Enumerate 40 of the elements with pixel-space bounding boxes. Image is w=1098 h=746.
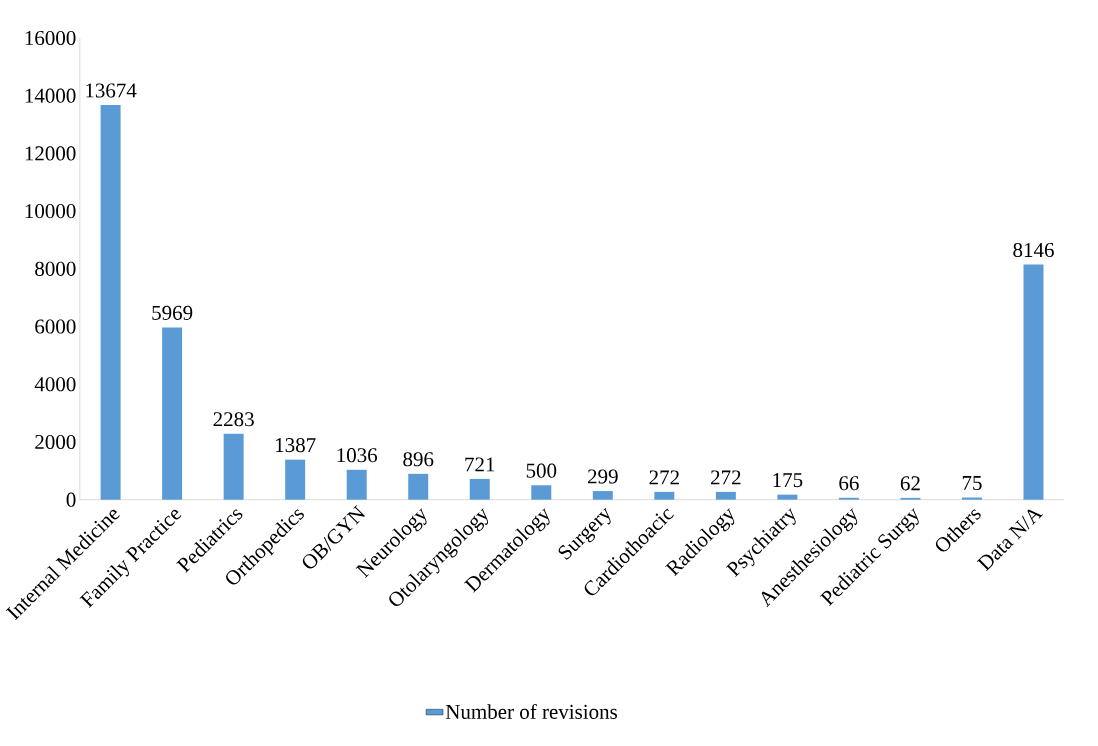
- bar: [162, 327, 183, 500]
- data-label: 272: [711, 470, 741, 485]
- data-label: 13674: [86, 83, 137, 98]
- bar: [285, 459, 306, 500]
- bar: [408, 474, 429, 500]
- y-tick-label: 6000: [35, 319, 76, 334]
- y-tick-label: 14000: [25, 88, 76, 103]
- bar: [961, 497, 982, 500]
- data-label: 272: [649, 470, 679, 485]
- data-label: 1036: [337, 448, 378, 463]
- bar: [715, 492, 736, 500]
- y-tick-label: 0: [66, 492, 76, 507]
- bar: [469, 479, 490, 500]
- y-tick-label: 4000: [34, 377, 76, 392]
- data-label: 2283: [213, 412, 254, 427]
- data-label: 1387: [276, 438, 316, 453]
- data-label: 299: [587, 469, 618, 484]
- legend-label: Number of revisions: [445, 704, 618, 720]
- bar: [592, 491, 613, 500]
- bar: [654, 492, 675, 500]
- data-label: 75: [962, 476, 982, 491]
- bar: [777, 494, 798, 500]
- data-label: 62: [900, 476, 920, 491]
- bar: [1023, 264, 1044, 500]
- data-label: 175: [773, 473, 803, 488]
- bar: [223, 434, 244, 500]
- y-tick-label: 10000: [25, 204, 76, 219]
- bar: [531, 485, 552, 500]
- y-tick-label: 12000: [25, 146, 76, 161]
- data-label: 500: [526, 463, 557, 478]
- data-label: 66: [839, 476, 859, 491]
- bar: [346, 470, 367, 500]
- data-label: 721: [465, 457, 495, 472]
- y-tick-label: 2000: [35, 435, 76, 450]
- y-tick-label: 16000: [25, 31, 76, 46]
- y-tick-label: 8000: [35, 261, 76, 277]
- bar: [100, 105, 121, 500]
- data-label: 8146: [1013, 243, 1054, 258]
- data-label: 896: [403, 452, 434, 467]
- data-label: 5969: [152, 306, 193, 321]
